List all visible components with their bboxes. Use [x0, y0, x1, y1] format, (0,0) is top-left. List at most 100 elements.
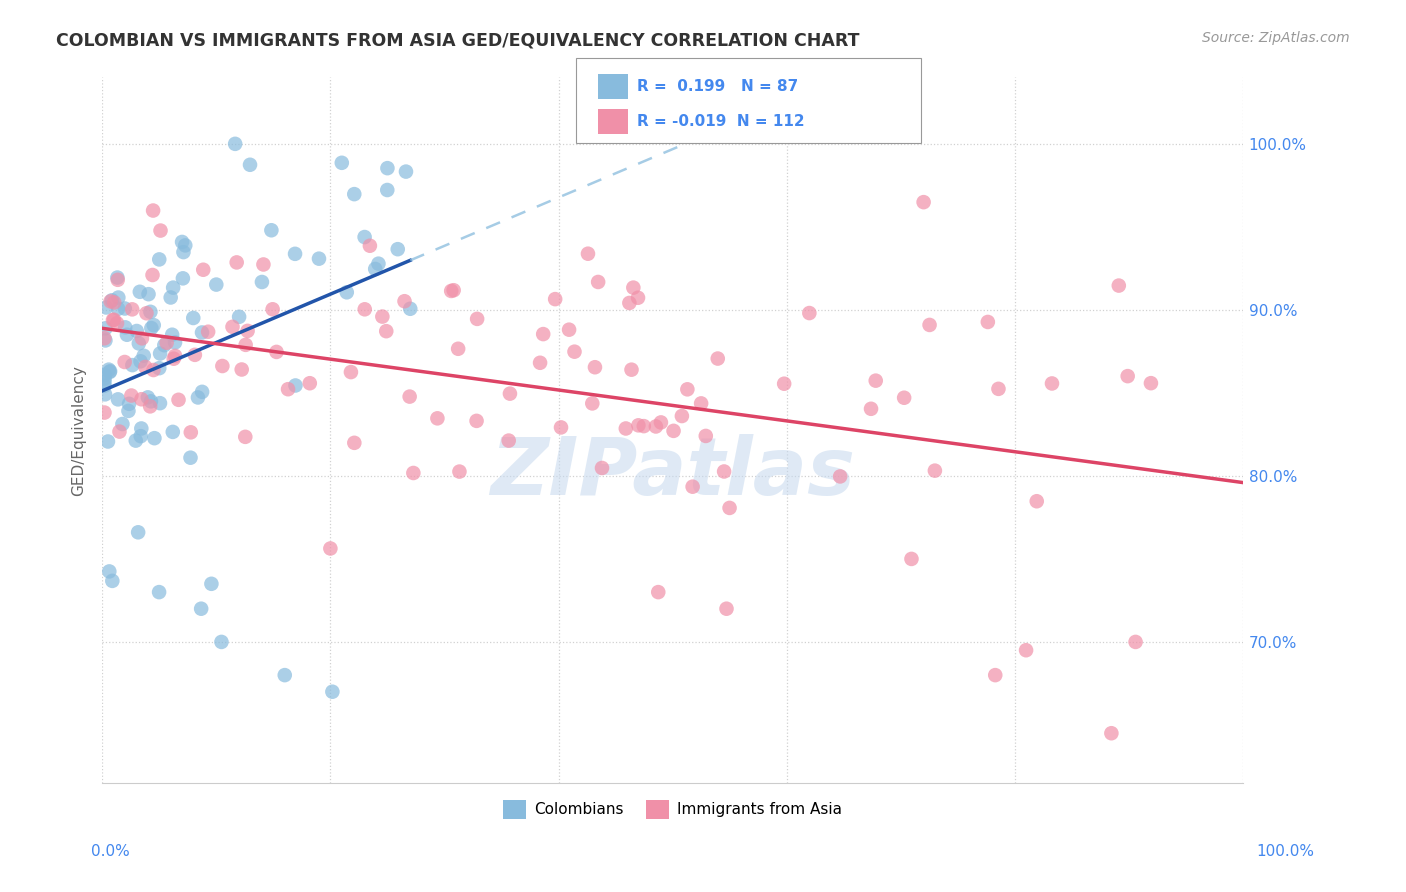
Point	[364, 262, 387, 277]
Point	[136, 390, 159, 404]
Point	[187, 391, 209, 405]
Point	[228, 310, 250, 324]
Point	[93, 378, 115, 392]
Point	[531, 327, 554, 342]
Point	[308, 252, 330, 266]
Point	[900, 552, 922, 566]
Point	[682, 480, 704, 494]
Point	[498, 434, 520, 448]
Point	[449, 465, 471, 479]
Point	[115, 327, 138, 342]
Point	[191, 384, 214, 399]
Point	[620, 362, 643, 376]
Point	[181, 310, 204, 325]
Point	[125, 324, 148, 338]
Point	[94, 321, 117, 335]
Point	[395, 164, 418, 178]
Point	[1116, 369, 1139, 384]
Point	[440, 284, 463, 298]
Point	[695, 429, 717, 443]
Point	[93, 371, 115, 385]
Point	[262, 302, 284, 317]
Point	[591, 461, 613, 475]
Point	[135, 306, 157, 320]
Point	[129, 429, 152, 443]
Point	[465, 311, 488, 326]
Point	[101, 313, 124, 327]
Point	[94, 387, 117, 401]
Point	[225, 255, 247, 269]
Text: R = -0.019  N = 112: R = -0.019 N = 112	[637, 114, 804, 129]
Point	[564, 344, 586, 359]
Point	[94, 301, 117, 315]
Point	[1015, 643, 1038, 657]
Point	[662, 424, 685, 438]
Point	[367, 257, 389, 271]
Point	[132, 349, 155, 363]
Point	[235, 338, 257, 352]
Point	[131, 331, 153, 345]
Point	[321, 684, 343, 698]
Point	[586, 275, 609, 289]
Point	[443, 283, 465, 297]
Point	[179, 450, 201, 465]
Point	[139, 400, 162, 414]
Point	[114, 355, 136, 369]
Point	[143, 431, 166, 445]
Point	[893, 391, 915, 405]
Point	[162, 280, 184, 294]
Point	[93, 331, 115, 345]
Point	[134, 359, 156, 374]
Point	[1099, 726, 1122, 740]
Point	[121, 302, 143, 317]
Point	[633, 419, 655, 434]
Point	[799, 306, 821, 320]
Point	[98, 565, 121, 579]
Point	[465, 414, 488, 428]
Point	[353, 230, 375, 244]
Point	[984, 668, 1007, 682]
Text: 100.0%: 100.0%	[1257, 845, 1315, 859]
Point	[375, 324, 398, 338]
Point	[650, 416, 672, 430]
Point	[121, 358, 143, 372]
Point	[165, 349, 187, 363]
Point	[912, 195, 935, 210]
Point	[149, 346, 172, 360]
Point	[375, 183, 398, 197]
Point	[105, 316, 128, 330]
Point	[676, 382, 699, 396]
Point	[170, 235, 193, 249]
Point	[713, 465, 735, 479]
Point	[141, 321, 163, 335]
Point	[644, 419, 666, 434]
Point	[139, 305, 162, 319]
Point	[233, 430, 256, 444]
Point	[172, 245, 194, 260]
Point	[172, 271, 194, 285]
Point	[131, 392, 153, 407]
Point	[93, 375, 115, 389]
Point	[190, 601, 212, 615]
Point	[231, 362, 253, 376]
Point	[1108, 278, 1130, 293]
Point	[131, 421, 153, 435]
Point	[127, 525, 149, 540]
Point	[558, 323, 581, 337]
Point	[399, 301, 422, 316]
Point	[860, 401, 883, 416]
Point	[274, 668, 297, 682]
Point	[260, 223, 283, 237]
Point	[193, 262, 215, 277]
Point	[103, 312, 125, 326]
Point	[266, 345, 288, 359]
Point	[284, 247, 307, 261]
Point	[153, 338, 176, 352]
Legend: Colombians, Immigrants from Asia: Colombians, Immigrants from Asia	[498, 794, 848, 825]
Point	[107, 392, 129, 407]
Point	[627, 291, 650, 305]
Point	[149, 396, 172, 410]
Point	[148, 252, 170, 267]
Point	[773, 376, 796, 391]
Text: ZIPatlas: ZIPatlas	[491, 434, 855, 512]
